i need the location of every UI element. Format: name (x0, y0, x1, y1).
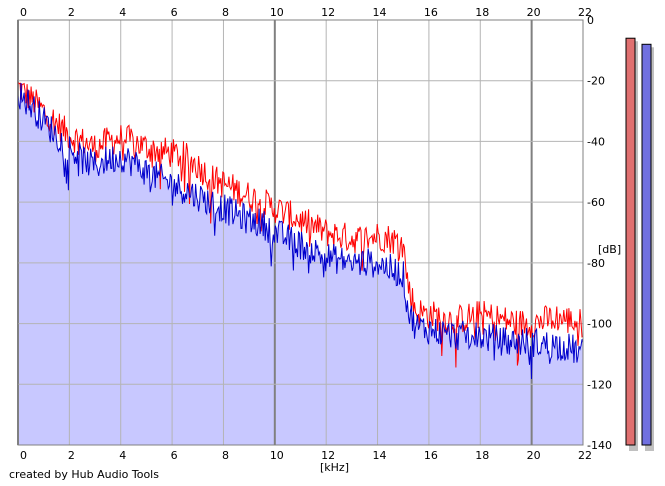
x-tick-label-top: 10 (270, 6, 284, 19)
x-tick-label-bottom: 10 (270, 449, 284, 462)
x-tick-label-top: 12 (321, 6, 335, 19)
y-tick-label: -60 (587, 196, 605, 209)
x-axis-label: [kHz] (320, 461, 349, 474)
y-tick-label: -80 (587, 257, 605, 270)
y-axis-label: [dB] (598, 243, 621, 256)
x-tick-label-bottom: 4 (119, 449, 126, 462)
y-tick-label: -40 (587, 135, 605, 148)
x-tick-label-top: 8 (222, 6, 229, 19)
y-tick-labels: 0 -20 -40 -60 -80 -100 -120 -140 (587, 14, 612, 452)
grid (17, 19, 584, 446)
x-tick-label-top: 0 (20, 6, 27, 19)
x-tick-label-top: 4 (119, 6, 126, 19)
x-tick-label-top: 16 (424, 6, 438, 19)
x-tick-label-bottom: 12 (321, 449, 335, 462)
level-meter-bar (641, 43, 652, 446)
x-tick-label-top: 20 (527, 6, 541, 19)
level-meter-bar (625, 37, 636, 446)
x-tick-label-bottom: 20 (527, 449, 541, 462)
x-tick-label-top: 22 (578, 6, 592, 19)
x-tick-label-top: 6 (171, 6, 178, 19)
x-tick-label-bottom: 22 (578, 449, 592, 462)
series-line-blue (17, 82, 584, 380)
x-tick-label-top: 2 (68, 6, 75, 19)
y-tick-label: 0 (587, 14, 594, 27)
level-meters (625, 37, 654, 452)
x-tick-label-bottom: 16 (424, 449, 438, 462)
series-line-red (17, 81, 584, 368)
x-tick-label-bottom: 18 (475, 449, 489, 462)
x-tick-label-bottom: 6 (171, 449, 178, 462)
x-tick-label-bottom: 2 (68, 449, 75, 462)
x-tick-label-bottom: 14 (373, 449, 387, 462)
x-tick-label-top: 18 (475, 6, 489, 19)
plot-frame (17, 19, 584, 446)
x-tick-label-bottom: 8 (222, 449, 229, 462)
x-tick-labels-bottom: 0 2 4 6 8 10 12 14 16 18 20 22 (20, 449, 592, 462)
x-tick-label-top: 14 (373, 6, 387, 19)
y-tick-label: -20 (587, 75, 605, 88)
y-tick-label: -120 (587, 378, 612, 391)
y-tick-label: -140 (587, 439, 612, 452)
x-tick-labels-top: 0 2 4 6 8 10 12 14 16 18 20 22 (20, 6, 592, 19)
x-tick-label-bottom: 0 (20, 449, 27, 462)
credit-text: created by Hub Audio Tools (9, 468, 159, 481)
y-tick-label: -100 (587, 318, 612, 331)
